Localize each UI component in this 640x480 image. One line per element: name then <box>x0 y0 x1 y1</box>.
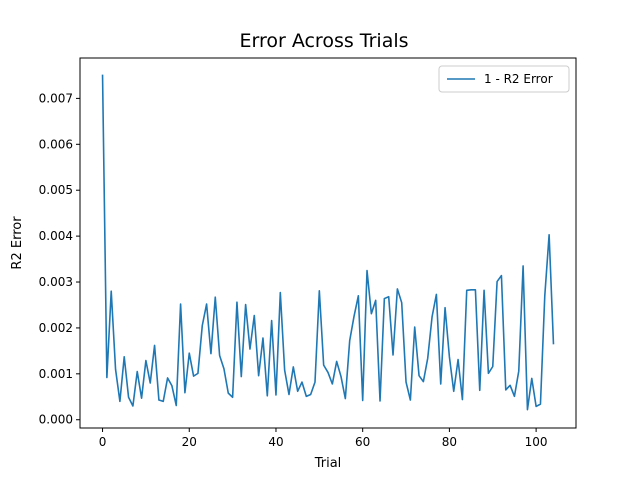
y-tick-label: 0.006 <box>39 137 73 151</box>
y-tick-label: 0.001 <box>39 367 73 381</box>
x-tick-label: 80 <box>442 435 457 449</box>
x-tick-label: 40 <box>268 435 283 449</box>
plot-frame <box>79 57 577 429</box>
y-tick-label: 0.000 <box>39 413 73 427</box>
legend-box <box>438 65 570 93</box>
x-tick-label: 100 <box>525 435 548 449</box>
x-tick-label: 20 <box>182 435 197 449</box>
x-axis-label: Trial <box>314 456 342 471</box>
y-axis-label: R2 Error <box>10 216 25 270</box>
x-tick-label: 0 <box>99 435 107 449</box>
legend-label: 1 - R2 Error <box>484 72 553 86</box>
y-tick-label: 0.004 <box>39 229 73 243</box>
legend: 1 - R2 Error <box>438 65 570 93</box>
y-tick-label: 0.007 <box>39 91 73 105</box>
y-tick-label: 0.003 <box>39 275 73 289</box>
x-axis: 0 20 40 60 80 100 <box>99 428 548 449</box>
y-axis: 0.000 0.001 0.002 0.003 0.004 0.005 0.006 0.007 <box>39 91 80 427</box>
x-tick-label: 60 <box>355 435 370 449</box>
y-tick-label: 0.002 <box>39 321 73 335</box>
series-line-r2-error <box>101 74 555 411</box>
chart-title: Error Across Trials <box>239 30 408 52</box>
y-tick-label: 0.005 <box>39 183 73 197</box>
